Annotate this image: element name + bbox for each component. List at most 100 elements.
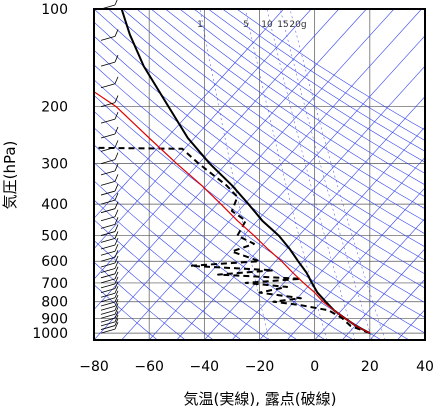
x-tick-label: −20 — [245, 359, 275, 375]
wind-barb — [100, 217, 119, 229]
isotherm-line — [148, 35, 425, 340]
dry-adiabat-line — [94, 144, 354, 340]
wind-barb — [100, 163, 119, 176]
y-tick-label: 700 — [41, 276, 68, 292]
wind-barb — [100, 201, 119, 214]
wind-barb — [100, 255, 119, 268]
parcel-series — [94, 91, 371, 334]
wind-barb — [100, 321, 119, 334]
dry-adiabat-line — [94, 64, 425, 303]
wind-barb — [100, 276, 119, 289]
dry-adiabat-line — [94, 284, 158, 340]
dry-adiabat-line — [136, 9, 425, 210]
isotherm-line — [342, 248, 425, 340]
wind-barb — [100, 231, 119, 243]
x-tick-label: 0 — [310, 359, 319, 375]
y-tick-label: 600 — [41, 254, 68, 270]
x-tick-label: 20 — [361, 359, 379, 375]
isotherm-line — [94, 9, 284, 219]
dry-adiabat-line — [94, 240, 214, 340]
y-tick-label: 500 — [41, 229, 68, 245]
wind-barb — [100, 261, 119, 273]
y-tick-label: 300 — [41, 157, 68, 173]
mixing-ratio-line — [266, 9, 356, 340]
plot-frame — [93, 8, 426, 341]
wind-barb — [100, 266, 119, 279]
y-tick-label: 400 — [41, 197, 68, 213]
mixing-ratio-label: 20g — [289, 20, 306, 30]
wind-barb — [100, 174, 119, 186]
dry-adiabat-line — [94, 79, 425, 319]
dry-adiabat-line — [193, 9, 425, 163]
mixing-ratio-label: 5 — [243, 20, 249, 30]
isotherm-layer — [94, 9, 425, 340]
mixing-ratio-layer — [199, 9, 386, 340]
wind-barb — [100, 95, 119, 107]
wind-barb-layer — [100, 0, 119, 334]
wind-barb — [100, 286, 119, 298]
series-layer — [94, 9, 371, 335]
wind-barb — [100, 310, 119, 323]
wind-barb — [100, 290, 119, 303]
dry-adiabat-line — [165, 9, 425, 186]
dry-adiabat-line — [108, 9, 425, 235]
y-tick-label: 1000 — [32, 326, 68, 342]
isotherm-line — [231, 126, 425, 340]
mixing-ratio-line — [280, 9, 373, 340]
wind-barb — [100, 244, 119, 256]
x-tick-label: 40 — [416, 359, 434, 375]
wind-barb — [100, 152, 119, 165]
dry-adiabat-line — [179, 9, 425, 174]
dry-adiabat-line — [122, 9, 425, 222]
mixing-ratio-line — [289, 9, 386, 340]
wind-barb — [100, 183, 119, 196]
wind-barb — [100, 54, 119, 67]
y-axis-label: 気圧(hPa) — [1, 141, 19, 210]
wind-barb — [100, 111, 119, 124]
wind-barb — [100, 192, 119, 205]
dry-adiabat-line — [94, 35, 425, 275]
wind-barb — [100, 29, 119, 41]
y-tick-label: 800 — [41, 295, 68, 311]
wind-barb — [100, 318, 119, 330]
dewpoint-series — [94, 146, 371, 335]
dry-adiabat-line — [94, 180, 298, 340]
tick-layer: 1 5 10 15 20g−80 −60 −40 −20 0 20 4010020030040050… — [32, 2, 434, 375]
x-axis-label: 気温(実線), 露点(破線) — [184, 390, 337, 408]
wind-barb — [100, 250, 119, 262]
isotherm-line — [121, 9, 422, 340]
wind-barb — [100, 209, 119, 222]
mixing-ratio-label: 15 — [277, 20, 288, 30]
mixing-ratio-label: 10 — [261, 20, 273, 30]
wind-barb — [100, 76, 119, 89]
dry-adiabat-line — [94, 219, 242, 340]
wind-barb — [100, 307, 119, 319]
y-tick-label: 900 — [41, 311, 68, 327]
isotherm-line — [94, 9, 312, 250]
wind-barb — [100, 271, 119, 284]
dry-adiabat-line — [94, 94, 425, 334]
dry-adiabat-line — [94, 21, 425, 261]
dry-adiabat-line — [208, 9, 425, 152]
isotherm-line — [314, 217, 425, 340]
dry-adiabat-line — [94, 9, 425, 248]
x-tick-label: −40 — [190, 359, 220, 375]
isotherm-line — [259, 156, 425, 340]
wind-barb — [100, 303, 119, 315]
mixing-ratio-line — [199, 9, 270, 340]
wind-barb — [100, 224, 119, 236]
x-tick-label: −60 — [134, 359, 164, 375]
wind-barb — [100, 314, 119, 327]
wind-barb — [100, 237, 119, 250]
dry-adiabat-line — [94, 261, 186, 340]
mixing-ratio-label: 1 — [197, 20, 203, 30]
dry-adiabat-line — [150, 9, 425, 198]
wind-barb — [100, 294, 119, 307]
dry-adiabat-line — [94, 199, 270, 340]
isotherm-line — [204, 96, 425, 340]
wind-barb — [100, 140, 119, 152]
x-tick-label: −80 — [79, 359, 109, 375]
dry-adiabat-line — [94, 162, 326, 340]
